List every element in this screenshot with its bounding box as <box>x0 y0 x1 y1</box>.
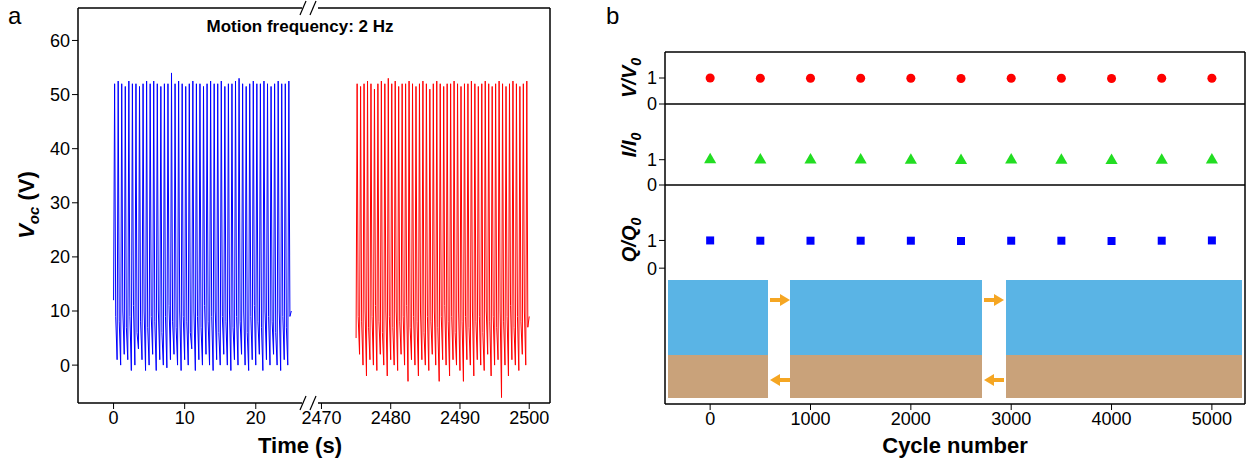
svg-text:60: 60 <box>50 31 70 51</box>
svg-text:1: 1 <box>647 231 657 251</box>
svg-text:2490: 2490 <box>440 408 480 428</box>
svg-text:Voc (V): Voc (V) <box>14 171 42 239</box>
svg-text:20: 20 <box>50 247 70 267</box>
svg-text:Cycle number: Cycle number <box>882 433 1028 458</box>
svg-text:0: 0 <box>647 94 657 114</box>
svg-text:50: 50 <box>50 85 70 105</box>
svg-text:Q/Q0: Q/Q0 <box>618 218 644 263</box>
svg-text:1000: 1000 <box>790 409 830 429</box>
svg-text:Motion frequency: 2 Hz: Motion frequency: 2 Hz <box>206 17 393 36</box>
svg-text:1: 1 <box>647 150 657 170</box>
svg-text:10: 10 <box>50 301 70 321</box>
svg-text:b: b <box>606 2 619 29</box>
svg-text:2500: 2500 <box>509 408 549 428</box>
svg-text:0: 0 <box>647 175 657 195</box>
svg-text:0: 0 <box>705 409 715 429</box>
svg-text:5000: 5000 <box>1192 409 1232 429</box>
svg-text:I/I0: I/I0 <box>618 133 644 158</box>
svg-text:0: 0 <box>60 356 70 376</box>
svg-text:40: 40 <box>50 139 70 159</box>
svg-text:V/V0: V/V0 <box>618 58 644 98</box>
svg-text:Time (s): Time (s) <box>258 433 342 458</box>
svg-text:2000: 2000 <box>891 409 931 429</box>
svg-text:30: 30 <box>50 193 70 213</box>
svg-text:20: 20 <box>246 408 266 428</box>
svg-text:2470: 2470 <box>301 408 341 428</box>
svg-text:3000: 3000 <box>991 409 1031 429</box>
svg-text:0: 0 <box>109 408 119 428</box>
svg-text:1: 1 <box>647 68 657 88</box>
svg-text:a: a <box>8 2 22 29</box>
svg-text:0: 0 <box>647 259 657 279</box>
svg-text:10: 10 <box>175 408 195 428</box>
svg-text:4000: 4000 <box>1092 409 1132 429</box>
svg-text:2480: 2480 <box>371 408 411 428</box>
